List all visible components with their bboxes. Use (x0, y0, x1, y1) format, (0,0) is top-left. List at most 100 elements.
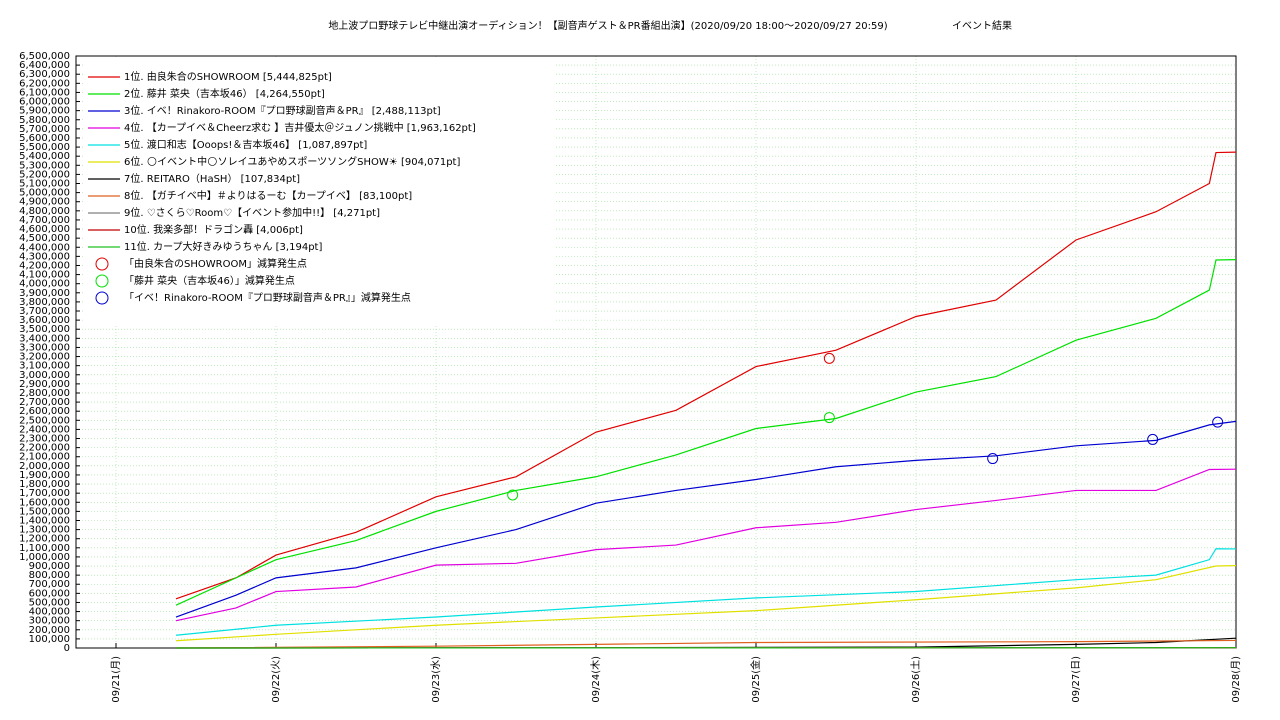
y-tick-label: 1,600,000 (19, 497, 70, 508)
drop-point (823, 412, 835, 424)
legend-label: 1位. 由良朱合のSHOWROOM [5,444,825pt] (124, 70, 332, 83)
legend-label: 「藤井 菜央（吉本坂46）」減算発生点 (124, 274, 295, 287)
y-tick-label: 4,300,000 (19, 251, 70, 262)
legend-label: 11位. カープ大好きみゆうちゃん [3,194pt] (124, 240, 322, 253)
y-tick-label: 4,900,000 (19, 197, 70, 208)
legend-label: 「イベ！Rinakoro-ROOM『プロ野球副音声＆PR』」減算発生点 (124, 291, 411, 304)
legend-label: 「由良朱合のSHOWROOM」減算発生点 (124, 257, 307, 270)
y-tick-label: 1,800,000 (19, 479, 70, 490)
series-line (175, 548, 1237, 636)
drop-point (1212, 416, 1224, 428)
y-tick-label: 2,200,000 (19, 443, 70, 454)
y-tick-label: 1,900,000 (19, 470, 70, 481)
y-tick-label: 5,600,000 (19, 133, 70, 144)
series-line (175, 639, 1237, 649)
y-tick-label: 4,200,000 (19, 260, 70, 271)
legend-marker (95, 257, 109, 271)
y-tick-label: 600,000 (29, 588, 70, 599)
series-line (175, 565, 1237, 642)
y-tick-label: 700,000 (29, 579, 70, 590)
x-tick-label: 09/25(金) (749, 656, 762, 703)
x-tick-label: 09/27(日) (1071, 656, 1082, 703)
y-tick-label: 3,700,000 (19, 306, 70, 317)
y-tick-label: 1,000,000 (19, 552, 70, 563)
y-tick-label: 2,800,000 (19, 388, 70, 399)
y-tick-label: 3,400,000 (19, 333, 70, 344)
y-tick-label: 5,200,000 (19, 169, 70, 180)
y-tick-label: 2,400,000 (19, 424, 70, 435)
y-tick-label: 2,500,000 (19, 415, 70, 426)
y-tick-label: 1,400,000 (19, 515, 70, 526)
series-line (175, 151, 1237, 600)
y-tick-label: 2,000,000 (19, 461, 70, 472)
y-tick-label: 4,000,000 (19, 279, 70, 290)
y-tick-label: 1,300,000 (19, 525, 70, 536)
y-tick-label: 1,700,000 (19, 488, 70, 499)
y-tick-label: 4,600,000 (19, 224, 70, 235)
y-tick-label: 200,000 (29, 625, 70, 636)
y-tick-label: 4,700,000 (19, 215, 70, 226)
y-tick-label: 300,000 (29, 616, 70, 627)
y-tick-label: 5,700,000 (19, 124, 70, 135)
series-line (175, 468, 1237, 622)
y-tick-label: 6,000,000 (19, 97, 70, 108)
legend-marker (95, 274, 109, 288)
x-tick-label: 09/24(木) (590, 656, 602, 703)
chart-title: 地上波プロ野球テレビ中継出演オーディション！【副音声ゲスト＆PR番組出演】(20… (328, 19, 887, 32)
x-tick-label: 09/21(月) (110, 656, 122, 703)
x-tick-label: 09/28(月) (1230, 656, 1242, 703)
y-tick-label: 4,400,000 (19, 242, 70, 253)
y-tick-label: 3,600,000 (19, 315, 70, 326)
y-tick-label: 2,700,000 (19, 397, 70, 408)
legend-label: 10位. 我楽多部！ドラゴン轟 [4,006pt] (124, 223, 303, 236)
y-tick-label: 5,900,000 (19, 106, 70, 117)
y-tick-label: 4,500,000 (19, 233, 70, 244)
legend-label: 9位. ♡さくら♡Room♡【イベント参加中!!】 [4,271pt] (124, 206, 380, 219)
x-tick-label: 09/22(火) (270, 656, 282, 703)
y-tick-label: 3,300,000 (19, 342, 70, 353)
y-tick-label: 3,500,000 (19, 324, 70, 335)
legend-box (84, 58, 556, 326)
y-tick-label: 1,200,000 (19, 534, 70, 545)
legend-label: 5位. 渡口和志【Ooops!＆吉本坂46】 [1,087,897pt] (124, 138, 367, 151)
chart-subtitle: イベント結果 (952, 19, 1012, 32)
y-tick-label: 1,500,000 (19, 506, 70, 517)
y-tick-label: 4,800,000 (19, 206, 70, 217)
y-tick-label: 3,000,000 (19, 370, 70, 381)
y-tick-label: 100,000 (29, 634, 70, 645)
y-tick-label: 500,000 (29, 597, 70, 608)
y-tick-label: 5,800,000 (19, 115, 70, 126)
y-tick-label: 6,400,000 (19, 60, 70, 71)
y-tick-label: 2,900,000 (19, 379, 70, 390)
drop-point (1147, 433, 1159, 445)
legend-label: 3位. イベ！Rinakoro-ROOM『プロ野球副音声＆PR』 [2,488,… (124, 104, 441, 117)
y-tick-label: 5,000,000 (19, 188, 70, 199)
y-tick-label: 3,200,000 (19, 352, 70, 363)
y-tick-label: 900,000 (29, 561, 70, 572)
y-tick-label: 2,300,000 (19, 434, 70, 445)
y-tick-label: 3,800,000 (19, 297, 70, 308)
series-line (175, 420, 1237, 618)
y-tick-label: 5,500,000 (19, 142, 70, 153)
y-tick-label: 6,200,000 (19, 78, 70, 89)
y-tick-label: 6,100,000 (19, 87, 70, 98)
y-tick-label: 4,100,000 (19, 270, 70, 281)
y-tick-label: 5,300,000 (19, 160, 70, 171)
y-tick-label: 800,000 (29, 570, 70, 581)
drop-point (823, 352, 835, 364)
legend-marker (95, 291, 109, 305)
legend-label: 8位. 【ガチイベ中】＃よりはるーむ【カープイベ】 [83,100pt] (124, 189, 412, 202)
series-line (175, 258, 1237, 606)
y-tick-label: 6,300,000 (19, 69, 70, 80)
x-tick-label: 09/26(土) (909, 656, 922, 703)
y-tick-label: 3,900,000 (19, 288, 70, 299)
drop-point (507, 489, 519, 501)
drop-point (987, 453, 999, 465)
y-tick-label: 400,000 (29, 607, 70, 618)
y-tick-label: 3,100,000 (19, 361, 70, 372)
y-tick-label: 2,600,000 (19, 406, 70, 417)
legend-label: 2位. 藤井 菜央（吉本坂46） [4,264,550pt] (124, 87, 325, 100)
x-tick-label: 09/23(水) (430, 656, 442, 703)
y-tick-label: 2,100,000 (19, 452, 70, 463)
